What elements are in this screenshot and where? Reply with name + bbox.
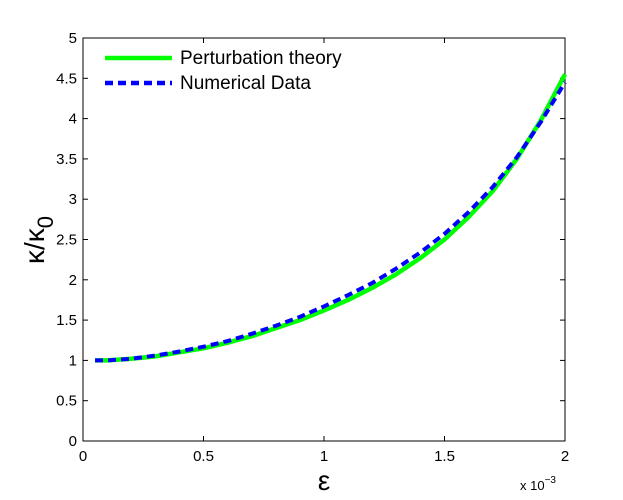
y-tick-label: 4 xyxy=(69,111,77,128)
y-tick-label: 3.5 xyxy=(56,151,77,168)
legend-label-numerical-data: Numerical Data xyxy=(180,73,311,94)
series-layer xyxy=(95,73,567,363)
y-axis-label: κ/κ0 xyxy=(19,216,58,264)
x-axis-multiplier: x 10−3 xyxy=(520,475,556,493)
y-tick-label: 5 xyxy=(69,30,77,47)
x-axis-label: ε xyxy=(318,465,330,496)
x-tick-label: 0.5 xyxy=(193,448,214,465)
y-axis-label-main: κ/κ xyxy=(19,227,50,264)
y-tick-label: 2 xyxy=(69,272,77,289)
y-tick-label: 1 xyxy=(69,352,77,369)
y-tick-label: 0.5 xyxy=(56,393,77,410)
x-tick-label: 1.5 xyxy=(434,448,455,465)
plot-area xyxy=(82,37,566,442)
x-tick-label: 1 xyxy=(320,448,328,465)
x-axis-multiplier-base: x 10 xyxy=(520,478,545,493)
axis-ticks: 0 0.5 1 1.5 2 0 0.5 1 1.5 2 2.5 3 3.5 4 4.5 5 xyxy=(56,30,569,465)
y-axis-label-subscript: 0 xyxy=(33,216,58,228)
y-tick-label: 4.5 xyxy=(56,70,77,87)
y-tick-label: 3 xyxy=(69,191,77,208)
y-tick-label: 0 xyxy=(69,433,77,450)
series-line-numerical-data xyxy=(95,81,567,363)
x-axis-multiplier-exponent: −3 xyxy=(545,475,557,486)
y-tick-label: 2.5 xyxy=(56,232,77,249)
x-tick-label: 0 xyxy=(79,448,87,465)
x-tick-label: 2 xyxy=(561,448,569,465)
legend-label-perturbation-theory: Perturbation theory xyxy=(180,48,342,69)
y-tick-label: 1.5 xyxy=(56,312,77,329)
legend: Perturbation theory Numerical Data xyxy=(105,48,342,94)
